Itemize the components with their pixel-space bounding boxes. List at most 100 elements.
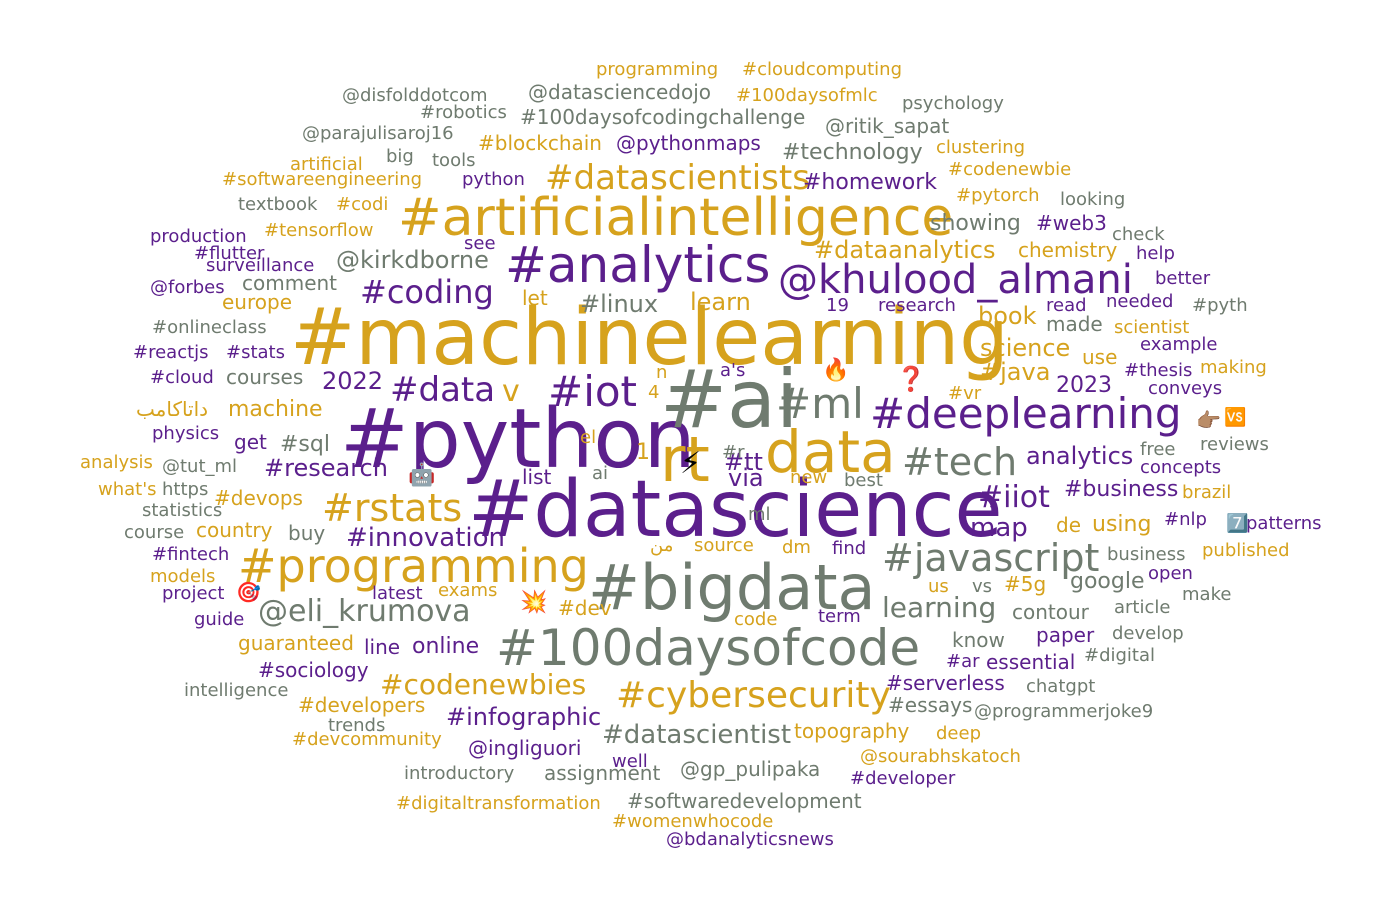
cloud-word: @ingliguori xyxy=(468,736,582,760)
cloud-word: #cloud xyxy=(150,367,214,388)
cloud-word: book xyxy=(978,302,1037,330)
cloud-word: well xyxy=(612,751,648,772)
cloud-word: buy xyxy=(288,521,326,545)
cloud-word: #100daysofmlc xyxy=(736,85,878,106)
cloud-word: latest xyxy=(372,583,423,604)
cloud-word: #bigdata xyxy=(588,551,876,624)
cloud-word: free xyxy=(1140,439,1176,460)
cloud-word: #developer xyxy=(850,768,956,789)
cloud-word: #iiot xyxy=(978,480,1050,515)
cloud-word: @eli_krumova xyxy=(258,594,471,629)
cloud-word: @sourabhskatoch xyxy=(860,746,1021,767)
cloud-word: el xyxy=(580,427,597,448)
cloud-word: #100daysofcodingchallenge xyxy=(520,105,806,129)
cloud-word: physics xyxy=(152,423,220,444)
cloud-word: #digital xyxy=(1084,645,1156,666)
cloud-word: #javascript xyxy=(882,536,1100,580)
cloud-word: surveillance xyxy=(206,255,315,276)
cloud-word: n xyxy=(656,362,668,383)
cloud-word: topography xyxy=(794,719,910,743)
cloud-word: learn xyxy=(690,288,751,316)
cloud-word: ai xyxy=(592,463,609,484)
cloud-word: business xyxy=(1107,544,1186,565)
question-mark-emoji: ❓ xyxy=(896,365,926,393)
cloud-word: models xyxy=(150,566,216,587)
cloud-word: best xyxy=(844,470,883,491)
cloud-word: statistics xyxy=(142,500,223,521)
cloud-word: chemistry xyxy=(1018,238,1118,262)
cloud-word: analytics xyxy=(1026,442,1134,470)
cloud-word: #codi xyxy=(336,194,389,215)
cloud-word: needed xyxy=(1106,291,1174,312)
cloud-word: 4 xyxy=(648,382,660,403)
cloud-word: what's xyxy=(98,479,157,500)
cloud-word: #cloudcomputing xyxy=(742,59,902,80)
cloud-word: science xyxy=(980,334,1071,362)
cloud-word: #programming xyxy=(238,539,589,593)
cloud-word: guaranteed xyxy=(238,631,354,655)
cloud-word: #rstats xyxy=(322,486,463,530)
cloud-word: #codenewbies xyxy=(380,668,587,701)
cloud-word: via xyxy=(728,464,764,492)
cloud-word: see xyxy=(464,233,496,254)
cloud-word: published xyxy=(1202,540,1290,561)
cloud-word: #dataanalytics xyxy=(814,236,996,264)
cloud-word: a's xyxy=(720,360,746,381)
cloud-word: de xyxy=(1056,513,1081,537)
cloud-word: code xyxy=(734,609,778,630)
cloud-word: brazil xyxy=(1182,482,1232,503)
cloud-word: https xyxy=(162,479,209,500)
cloud-word: scientist xyxy=(1114,317,1190,338)
cloud-word: rt xyxy=(660,423,710,496)
cloud-word: europe xyxy=(222,290,292,314)
cloud-word: @parajulisaroj16 xyxy=(302,123,454,144)
cloud-word: courses xyxy=(226,365,304,389)
cloud-word: course xyxy=(124,522,185,543)
cloud-word: داتاكامب xyxy=(136,397,209,421)
cloud-word: map xyxy=(970,513,1028,543)
cloud-word: v xyxy=(502,374,520,409)
cloud-word: psychology xyxy=(902,93,1004,114)
fire-emoji: 🔥 xyxy=(822,358,850,383)
cloud-word: #vr xyxy=(948,383,982,404)
cloud-word: textbook xyxy=(238,194,318,215)
cloud-word: know xyxy=(952,628,1005,652)
cloud-word: #infographic xyxy=(446,703,602,731)
cloud-word: #tt xyxy=(724,448,763,476)
cloud-word: @ritik_sapat xyxy=(825,114,950,138)
cloud-word: #developers xyxy=(298,693,426,717)
cloud-word: #homework xyxy=(803,170,938,195)
cloud-word: #machinelearning xyxy=(290,293,1009,383)
cloud-word: #codenewbie xyxy=(948,159,1072,180)
cloud-word: #thesis xyxy=(1124,360,1193,381)
cloud-word: open xyxy=(1148,563,1193,584)
cloud-word: #onlineclass xyxy=(152,317,267,338)
cloud-word: find xyxy=(832,538,867,559)
cloud-word: new xyxy=(790,467,828,488)
cloud-word: introductory xyxy=(404,763,515,784)
cloud-word: 19 xyxy=(826,295,849,316)
cloud-word: 1 xyxy=(636,440,650,465)
cloud-word: @forbes xyxy=(150,277,225,298)
target-emoji: 🎯 xyxy=(236,580,261,604)
cloud-word: #artificialintelligence xyxy=(398,188,954,248)
cloud-word: @programmerjoke9 xyxy=(974,701,1154,722)
cloud-word: #fintech xyxy=(152,544,230,565)
cloud-word: research xyxy=(878,295,956,316)
vs-button-emoji: 🆚 xyxy=(1224,407,1247,428)
lightning-emoji: ⚡ xyxy=(680,446,702,481)
cloud-word: country xyxy=(196,518,273,542)
cloud-word: list xyxy=(522,465,552,489)
pointing-hand-emoji: 👉🏽 xyxy=(1196,408,1221,432)
cloud-word: @tut_ml xyxy=(162,456,238,477)
cloud-word: term xyxy=(818,606,861,627)
cloud-word: use xyxy=(1082,345,1118,369)
cloud-word: let xyxy=(522,286,548,310)
cloud-word: online xyxy=(412,634,480,659)
cloud-word: project xyxy=(162,583,225,604)
cloud-word: #research xyxy=(264,454,388,482)
cloud-word: data xyxy=(765,418,896,486)
cloud-word: #datascience xyxy=(468,465,1003,555)
cloud-word: @disfolddotcom xyxy=(342,85,488,106)
